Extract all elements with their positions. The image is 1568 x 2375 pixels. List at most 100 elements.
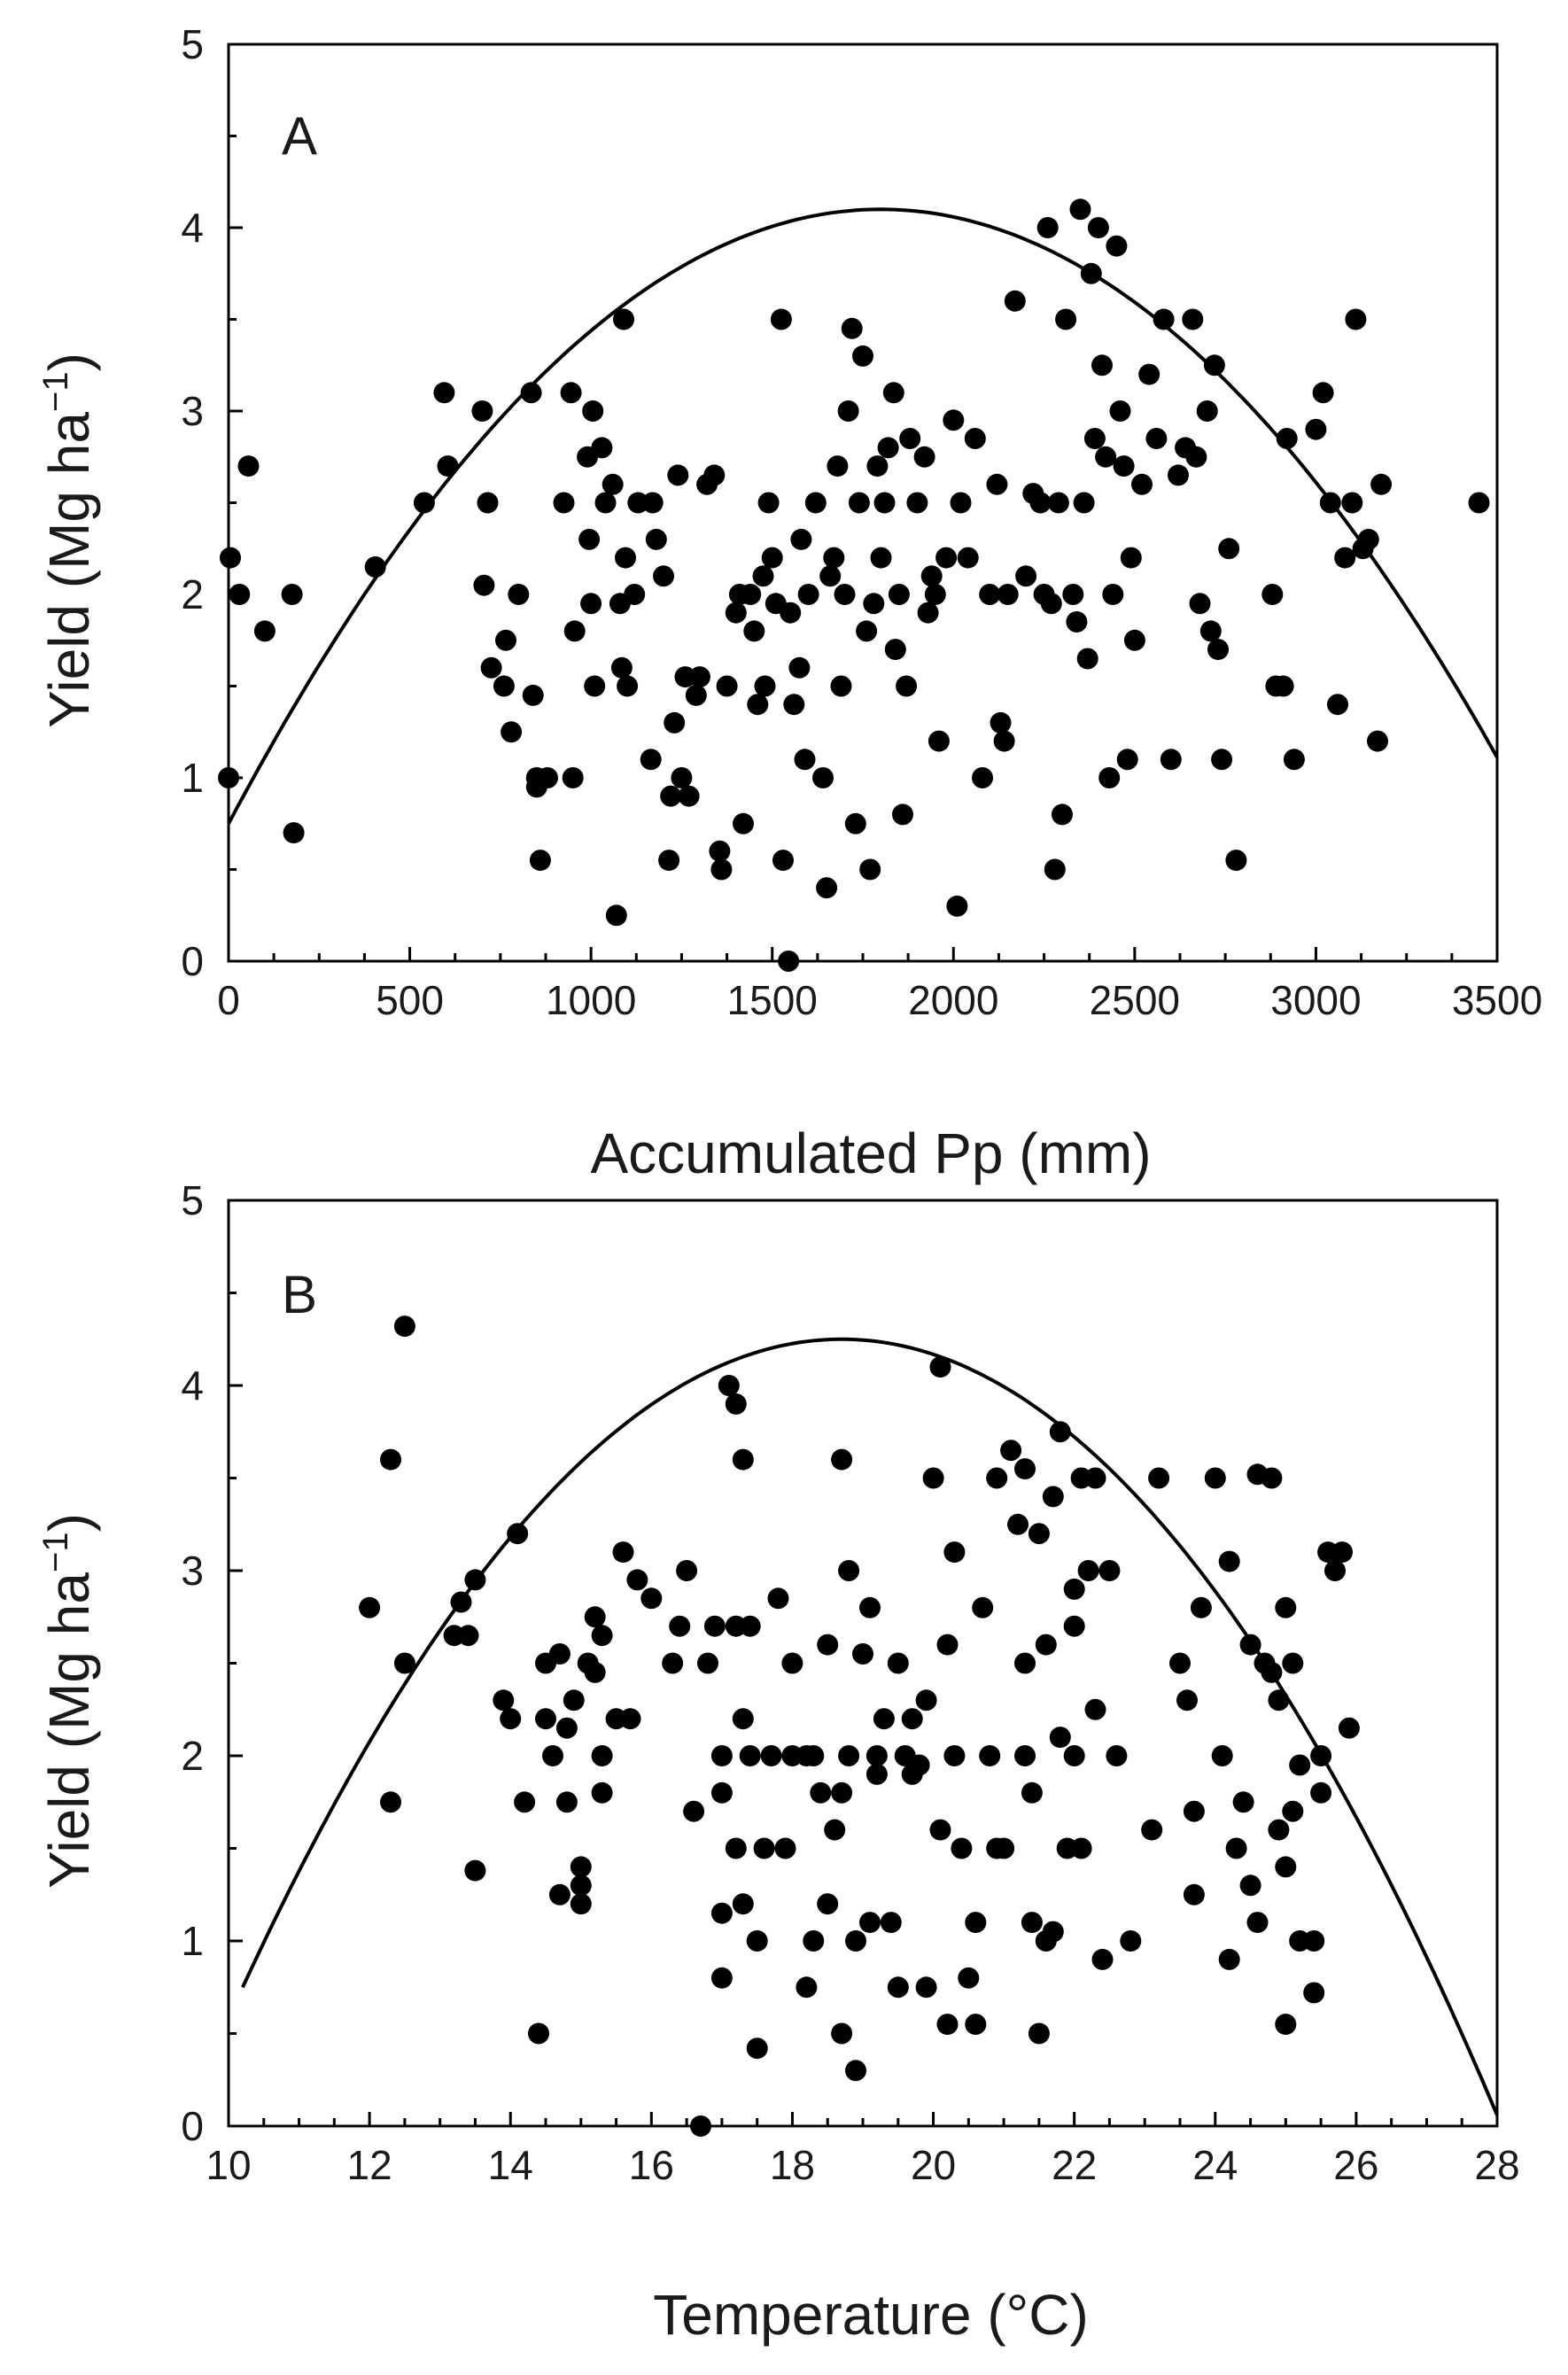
panel-b-data-point	[1275, 2014, 1297, 2036]
panel-a-data-point	[1276, 428, 1298, 449]
panel-b-data-point	[979, 1745, 1001, 1766]
panel-b-data-point	[1148, 1467, 1170, 1489]
panel-a-data-point	[1066, 611, 1088, 633]
panel-b-data-point	[725, 1393, 747, 1415]
panel-b-data-point	[887, 1652, 909, 1674]
panel-b-data-point	[774, 1837, 796, 1859]
panel-a-data-point	[529, 850, 551, 872]
panel-a-data-point	[1145, 428, 1168, 449]
panel-b-data-point	[1063, 1578, 1085, 1600]
panel-b-data-point	[732, 1708, 754, 1730]
panel-a-data-point	[972, 767, 993, 788]
panel-b-data-point	[1289, 1754, 1311, 1776]
panel-b-data-point	[710, 1902, 733, 1924]
panel-b-data-point	[746, 1930, 768, 1952]
panel-a-data-point	[477, 492, 499, 514]
panel-b-data-point	[753, 1837, 775, 1859]
panel-b-y-tick-label: 5	[181, 1177, 204, 1223]
panel-a-data-point	[1319, 492, 1341, 514]
panel-a-data-point	[1083, 428, 1106, 449]
panel-a-data-point	[1040, 593, 1062, 615]
panel-b-data-point	[591, 1745, 613, 1766]
panel-a-data-point	[946, 895, 968, 917]
panel-a-data-point	[725, 602, 747, 624]
panel-a-data-point	[1102, 584, 1124, 605]
panel-a-data-point	[837, 400, 859, 422]
panel-a-data-point	[1113, 455, 1135, 477]
panel-b-data-point	[760, 1745, 782, 1766]
panel-b-data-point	[781, 1652, 803, 1674]
panel-b-data-point	[548, 1643, 571, 1665]
panel-a-data-point	[866, 455, 889, 477]
panel-a-data-point	[772, 850, 794, 872]
panel-b-data-point	[1303, 1930, 1325, 1952]
panel-a-data-point	[495, 629, 516, 651]
panel-b-data-point	[732, 1448, 754, 1471]
panel-b-data-point	[831, 1448, 853, 1471]
panel-a-data-point	[1211, 749, 1233, 771]
panel-b-data-point	[732, 1893, 754, 1915]
panel-a-data-point	[522, 684, 544, 706]
panel-a-data-point	[580, 593, 602, 615]
panel-a-data-point	[653, 565, 674, 587]
panel-b-data-point	[676, 1560, 698, 1581]
panel-a-data-point	[1095, 446, 1117, 468]
panel-b-data-point	[591, 1781, 613, 1804]
panel-a-data-point	[584, 675, 606, 697]
panel-a-label: A	[282, 106, 317, 166]
panel-b-data-point	[1282, 1800, 1304, 1822]
panel-b-data-point	[380, 1448, 401, 1471]
panel-b-data-point	[500, 1708, 522, 1730]
panel-b-data-point	[824, 1819, 846, 1841]
panel-b-data-point	[1310, 1781, 1332, 1804]
panel-a-data-point	[1272, 675, 1294, 697]
panel-a-data-point	[1168, 464, 1189, 486]
panel-b-data-point	[1077, 1560, 1099, 1581]
panel-b-data-points	[359, 1316, 1360, 2137]
panel-a-data-point	[819, 565, 842, 587]
panel-b-data-point	[1176, 1689, 1198, 1711]
panel-a-data-point	[520, 382, 542, 404]
panel-b-data-point	[852, 1643, 873, 1665]
panel-a-data-point	[433, 382, 455, 404]
panel-a-data-point	[816, 877, 838, 899]
panel-b-data-point	[555, 1791, 578, 1813]
panel-a-data-point	[863, 593, 885, 615]
panel-b-x-tick-label: 18	[770, 2142, 815, 2188]
panel-b-data-point	[570, 1893, 592, 1915]
panel-b-data-point	[1268, 1819, 1290, 1841]
panel-a-chart: A Accumulated Pp (mm) Yield (Mg ha−1) 0 5…	[36, 21, 1542, 1185]
panel-b-data-point	[1239, 1634, 1261, 1656]
panel-b-x-tick-label: 14	[488, 2142, 533, 2188]
panel-b-data-point	[810, 1781, 832, 1804]
panel-b-data-point	[1141, 1819, 1163, 1841]
panel-b-data-point	[1303, 1982, 1325, 2004]
panel-a-data-point	[658, 850, 680, 872]
panel-b-data-point	[1007, 1513, 1029, 1535]
panel-a-data-point	[591, 437, 613, 459]
panel-a-data-point	[1062, 584, 1084, 605]
panel-b-data-point	[767, 1587, 789, 1610]
panel-b-y-axis-title-main: Yield (Mg ha	[37, 1572, 101, 1889]
panel-a-x-tick-label: 0	[217, 977, 240, 1023]
panel-b-data-point	[1261, 1661, 1283, 1683]
panel-a-data-point	[1106, 235, 1128, 257]
panel-b-data-point	[464, 1859, 486, 1882]
panel-a-data-point	[852, 345, 873, 367]
panel-a-data-point	[594, 492, 617, 514]
panel-b-data-point	[922, 1467, 944, 1489]
panel-a-data-point	[990, 711, 1012, 733]
panel-b-data-point	[1049, 1421, 1071, 1443]
panel-a-data-point	[778, 951, 800, 972]
panel-b-data-point	[457, 1625, 479, 1647]
panel-b-data-point	[570, 1856, 592, 1878]
panel-b-data-point	[359, 1596, 381, 1618]
panel-a-y-tick-label: 2	[181, 571, 204, 617]
panel-a-data-point	[834, 584, 856, 605]
panel-b-x-tick-label: 16	[629, 2142, 674, 2188]
panel-b-data-point	[831, 1781, 853, 1804]
panel-a-data-point	[979, 584, 1001, 605]
panel-b-data-point	[1261, 1467, 1283, 1489]
panel-a-data-point	[615, 547, 636, 569]
